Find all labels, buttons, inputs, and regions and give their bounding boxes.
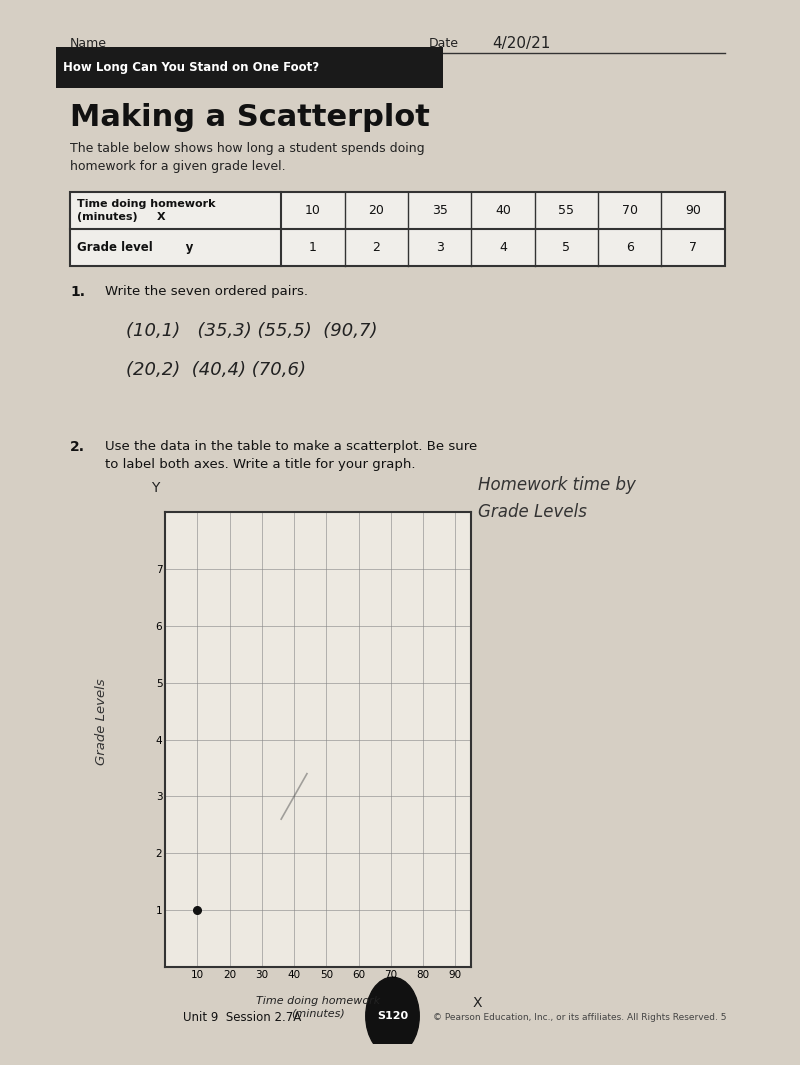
Text: 20: 20 — [368, 203, 384, 217]
FancyBboxPatch shape — [56, 47, 443, 87]
Text: 2: 2 — [372, 241, 380, 253]
Text: (10,1)   (35,3) (55,5)  (90,7): (10,1) (35,3) (55,5) (90,7) — [126, 322, 378, 340]
Text: © Pearson Education, Inc., or its affiliates. All Rights Reserved. 5: © Pearson Education, Inc., or its affili… — [433, 1013, 726, 1021]
Text: Making a Scatterplot: Making a Scatterplot — [70, 103, 430, 132]
Text: Use the data in the table to make a scatterplot. Be sure
to label both axes. Wri: Use the data in the table to make a scat… — [106, 441, 478, 472]
Text: 10: 10 — [305, 203, 321, 217]
Text: Grade level        y: Grade level y — [77, 241, 194, 253]
Text: The table below shows how long a student spends doing
homework for a given grade: The table below shows how long a student… — [70, 142, 425, 173]
Text: Write the seven ordered pairs.: Write the seven ordered pairs. — [106, 285, 308, 298]
Text: (20,2)  (40,4) (70,6): (20,2) (40,4) (70,6) — [126, 361, 306, 379]
Text: Time doing homework
(minutes)     X: Time doing homework (minutes) X — [77, 199, 216, 222]
Text: Name: Name — [70, 37, 107, 50]
Text: Y: Y — [151, 481, 160, 495]
X-axis label: Time doing homework
(minutes): Time doing homework (minutes) — [256, 997, 380, 1018]
Text: 2.: 2. — [70, 441, 85, 455]
FancyBboxPatch shape — [70, 192, 725, 265]
Text: S120: S120 — [377, 1011, 408, 1021]
Text: X: X — [473, 996, 482, 1010]
Text: Grade Levels: Grade Levels — [95, 678, 108, 765]
Text: 70: 70 — [622, 203, 638, 217]
Text: 1.: 1. — [70, 285, 85, 299]
Text: Date: Date — [429, 37, 459, 50]
Text: 7: 7 — [689, 241, 697, 253]
Text: 3: 3 — [436, 241, 444, 253]
Text: 35: 35 — [432, 203, 448, 217]
Text: 5: 5 — [562, 241, 570, 253]
Text: How Long Can You Stand on One Foot?: How Long Can You Stand on One Foot? — [63, 61, 319, 73]
Text: Homework time by
Grade Levels: Homework time by Grade Levels — [478, 476, 636, 521]
Circle shape — [366, 978, 419, 1055]
Text: 1: 1 — [309, 241, 317, 253]
Text: 90: 90 — [685, 203, 701, 217]
Text: 40: 40 — [495, 203, 511, 217]
Text: 55: 55 — [558, 203, 574, 217]
Text: 4: 4 — [499, 241, 507, 253]
Text: Unit 9  Session 2.7A: Unit 9 Session 2.7A — [182, 1011, 301, 1023]
Text: 6: 6 — [626, 241, 634, 253]
Text: 4/20/21: 4/20/21 — [493, 36, 551, 51]
